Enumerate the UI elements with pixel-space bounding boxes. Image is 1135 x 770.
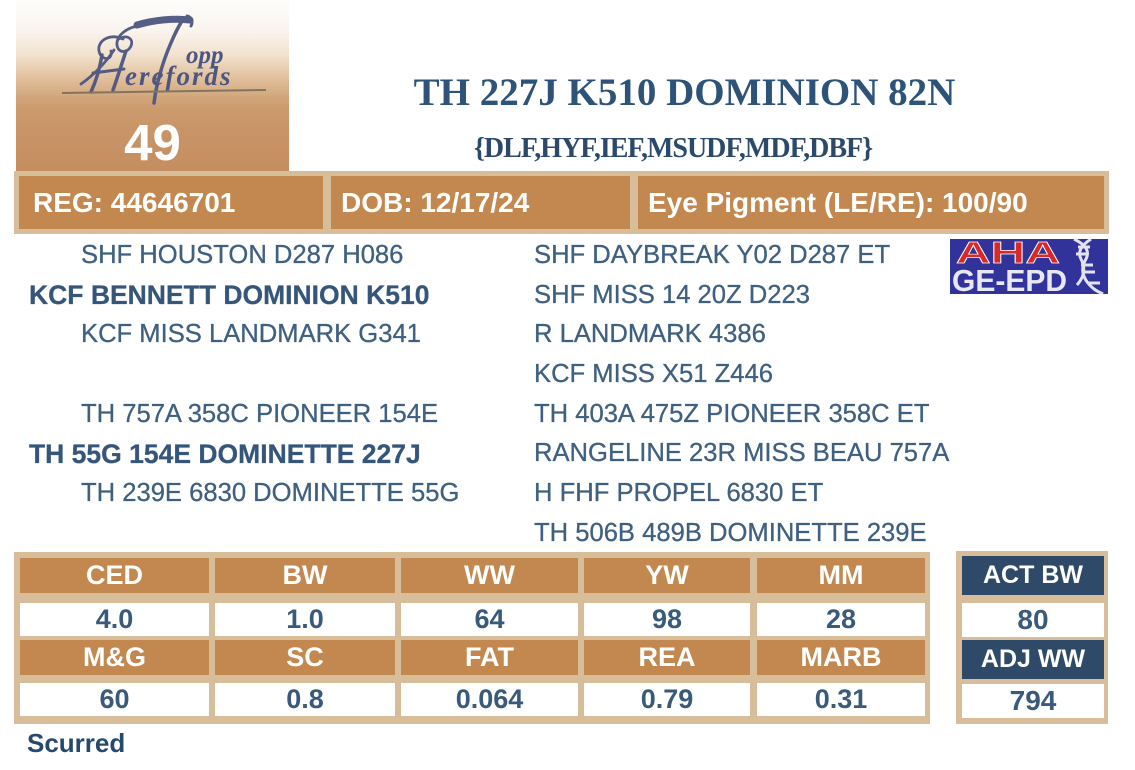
svg-text:erefords: erefords: [125, 61, 232, 91]
svg-text:AHA: AHA: [956, 239, 1060, 270]
svg-text:GE-EPD: GE-EPD: [952, 263, 1067, 294]
svg-text:opp: opp: [186, 42, 224, 69]
